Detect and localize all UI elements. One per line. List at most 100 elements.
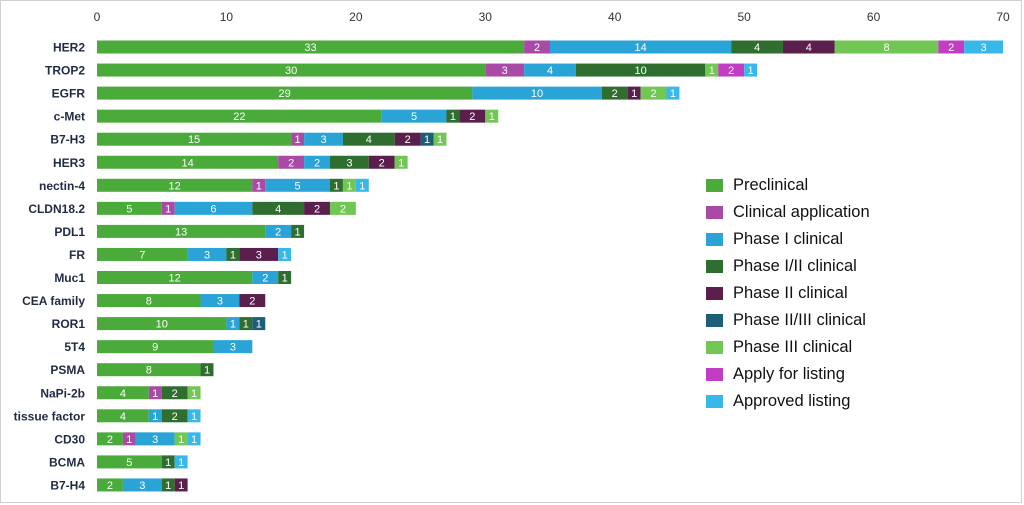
data-label: 3 [346, 157, 352, 169]
data-label: 1 [282, 249, 288, 261]
bar-segment [148, 409, 162, 423]
category-label: PDL1 [54, 225, 85, 239]
data-label: 1 [191, 411, 197, 423]
bar-segment [97, 455, 162, 469]
legend-swatch [706, 179, 723, 192]
data-label: 1 [333, 180, 339, 192]
bar-segment [161, 455, 175, 469]
bar-segment [744, 63, 758, 77]
bar-segment [97, 86, 473, 100]
data-label: 2 [534, 42, 540, 54]
legend-label: Apply for listing [733, 365, 845, 383]
data-label: 1 [178, 480, 184, 492]
data-label: 1 [152, 388, 158, 400]
bar-segment [97, 271, 253, 284]
legend-label: Phase II clinical [733, 284, 848, 302]
data-label: 2 [340, 203, 346, 215]
data-label: 4 [120, 411, 126, 423]
bar-segment [97, 409, 149, 423]
data-label: 12 [169, 273, 181, 285]
data-label: 1 [256, 180, 262, 192]
data-label: 2 [172, 388, 178, 400]
data-label: 1 [295, 226, 301, 238]
bar-segment [187, 432, 201, 446]
bar-segment [187, 386, 201, 400]
data-label: 8 [146, 296, 152, 308]
bar-segment [97, 340, 214, 354]
data-label: 3 [139, 480, 145, 492]
data-label: 2 [314, 203, 320, 215]
data-label: 3 [320, 134, 326, 146]
bar-segment [329, 201, 356, 215]
bar-segment [627, 86, 641, 100]
data-label: 4 [275, 203, 281, 215]
data-label: 14 [181, 157, 193, 169]
data-label: 2 [262, 273, 268, 285]
category-label: NaPi-2b [40, 386, 85, 400]
data-label: 3 [230, 342, 236, 354]
data-label: 10 [531, 88, 543, 100]
bar-segment [122, 432, 136, 446]
category-label: 5T4 [64, 340, 85, 354]
data-label: 3 [217, 296, 223, 308]
bar-segment [135, 432, 175, 446]
bar-segment [394, 155, 408, 169]
data-label: 1 [230, 319, 236, 331]
data-label: 1 [450, 111, 456, 123]
bar-segment [964, 40, 1003, 54]
category-label: B7-H4 [50, 478, 85, 492]
legend-item: Phase II/III clinical [706, 307, 870, 334]
data-label: 10 [634, 65, 646, 77]
legend-item: Approved listing [706, 388, 870, 415]
bar-segment [97, 224, 266, 238]
bar-segment [200, 363, 214, 377]
bar-segment [304, 155, 330, 169]
bar-segment [329, 155, 369, 169]
category-labels: HER2 TROP2 EGFR c-Met B7-H3 HER3 nectin-4 CLDN1… [14, 41, 86, 493]
category-label: CEA family [22, 294, 85, 308]
category-label: EGFR [52, 87, 86, 101]
bar-segment [278, 271, 292, 284]
data-label: 10 [156, 319, 168, 331]
data-label: 2 [612, 88, 618, 100]
category-label: HER2 [53, 41, 85, 55]
bar-segment [278, 247, 292, 261]
data-label: 1 [346, 180, 352, 192]
data-label: 1 [165, 480, 171, 492]
bar-segment [174, 201, 253, 215]
x-tick-label: 20 [349, 10, 363, 24]
data-label: 1 [424, 134, 430, 146]
x-axis-ticks: 0 10 20 30 40 50 60 70 [94, 10, 1010, 24]
data-label: 4 [754, 42, 760, 54]
data-label: 3 [204, 249, 210, 261]
legend-item: Phase III clinical [706, 334, 870, 361]
category-label: tissue factor [14, 409, 86, 423]
data-label: 4 [806, 42, 812, 54]
bar-segment [446, 109, 460, 123]
bar-segment [97, 317, 227, 331]
data-label: 1 [204, 365, 210, 377]
data-label: 1 [398, 157, 404, 169]
data-label: 8 [883, 42, 889, 54]
category-label: BCMA [49, 455, 85, 469]
data-label: 9 [152, 342, 158, 354]
bar-segment [640, 86, 667, 100]
data-label: 5 [411, 111, 417, 123]
data-label: 12 [169, 180, 181, 192]
x-tick-label: 40 [608, 10, 622, 24]
bars: 33 2 14 4 4 8 2 330 3 4 10 1 2 129 10 2 1 2 122 5 1 2 115 1 3 4 2 1… [97, 40, 1003, 492]
bar-segment [97, 247, 188, 261]
bar-segment [278, 155, 305, 169]
x-tick-label: 70 [996, 10, 1010, 24]
category-label: B7-H3 [50, 133, 85, 147]
data-label: 1 [631, 88, 637, 100]
data-label: 29 [279, 88, 291, 100]
data-label: 3 [256, 249, 262, 261]
data-label: 2 [728, 65, 734, 77]
data-label: 1 [437, 134, 443, 146]
data-label: 1 [126, 434, 132, 446]
data-label: 1 [230, 249, 236, 261]
bar-segment [265, 224, 292, 238]
category-label: CD30 [54, 432, 85, 446]
bar-segment [472, 86, 602, 100]
